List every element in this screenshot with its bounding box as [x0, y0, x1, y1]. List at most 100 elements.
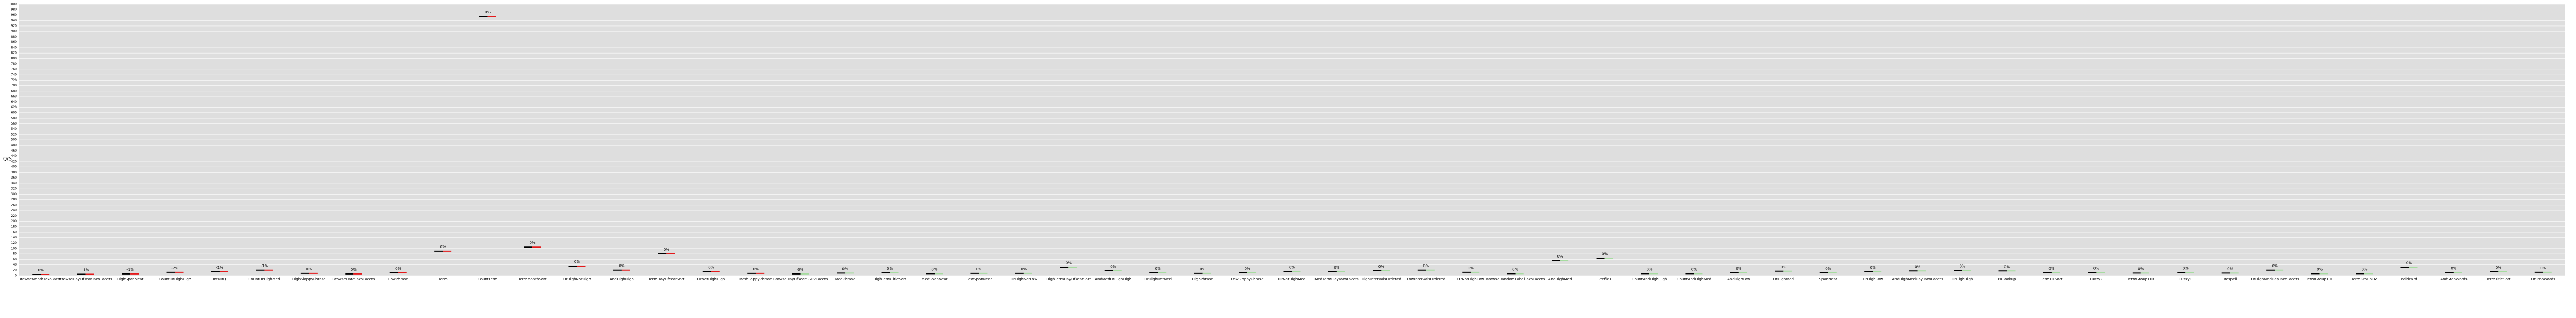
- x-tick-label: IntNRQ: [213, 277, 226, 281]
- x-tick-label: AndHighHigh: [610, 277, 634, 281]
- x-tick-label: CountAndHighHigh: [1632, 277, 1667, 281]
- change-label: 0%: [1334, 266, 1339, 270]
- x-tick-label: Wildcard: [2401, 277, 2417, 281]
- y-tick-label: 20: [13, 268, 17, 272]
- x-tick-label: OrHighMed: [1773, 277, 1794, 281]
- x-tick-label: CountOrHighHigh: [159, 277, 191, 281]
- x-tick-label: LowSloppyPhrase: [1231, 277, 1263, 281]
- y-tick-label: 320: [11, 187, 17, 191]
- x-tick-label: TermGroup100: [2306, 277, 2334, 281]
- x-tick-label: OrHighNotMed: [1144, 277, 1172, 281]
- change-label: 0%: [1200, 267, 1205, 271]
- y-tick-label: 520: [11, 132, 17, 136]
- change-label: 0%: [1468, 266, 1474, 270]
- change-label: 0%: [2451, 266, 2456, 270]
- y-tick-label: 980: [11, 8, 17, 12]
- x-tick-label: BrowseMonthTaxoFacets: [19, 277, 64, 281]
- x-tick-label: OrHighMedDayTaxoFacets: [2251, 277, 2299, 281]
- y-tick-label: 720: [11, 78, 17, 82]
- y-tick-label: 140: [11, 236, 17, 240]
- x-tick-label: TermGroup10K: [2127, 277, 2155, 281]
- change-label: 0%: [2496, 266, 2501, 270]
- x-tick-label: OrHighHigh: [1952, 277, 1973, 281]
- y-tick-label: 820: [11, 51, 17, 55]
- x-tick-label: BrowseDayOfYearTaxoFacets: [59, 277, 112, 281]
- y-tick-label: 180: [11, 225, 17, 228]
- x-tick-label: HighSloppyPhrase: [292, 277, 326, 281]
- x-tick-label: MedSloppyPhrase: [739, 277, 772, 281]
- y-tick-label: 440: [11, 154, 17, 158]
- y-tick-label: 580: [11, 117, 17, 120]
- x-tick-label: SpanNear: [1819, 277, 1837, 281]
- change-label: 0%: [842, 267, 848, 271]
- change-label: 0%: [2317, 267, 2323, 271]
- y-tick-label: 360: [11, 176, 17, 180]
- change-label: 0%: [931, 267, 937, 271]
- x-tick-label: LowSpanNear: [966, 277, 992, 281]
- x-tick-label: Fuzzy1: [2179, 277, 2192, 281]
- x-tick-label: AndHighLow: [1727, 277, 1750, 281]
- change-label: 0%: [1378, 264, 1384, 269]
- x-tick-label: AndStopWords: [2440, 277, 2468, 281]
- change-label: 0%: [306, 267, 312, 271]
- x-tick-label: OrNotHighLow: [1457, 277, 1484, 281]
- change-label: 0%: [2048, 267, 2054, 271]
- change-label: 0%: [708, 265, 714, 269]
- change-label: -1%: [126, 268, 134, 272]
- x-tick-label: AndHighMedDayTaxoFacets: [1892, 277, 1944, 281]
- x-tick-label: HighTermTitleSort: [873, 277, 906, 281]
- change-label: 0%: [395, 267, 401, 271]
- change-label: -2%: [171, 266, 179, 270]
- y-tick-label: 220: [11, 214, 17, 218]
- x-tick-label: OrStopWords: [2531, 277, 2555, 281]
- change-label: 0%: [1781, 265, 1786, 269]
- change-label: 0%: [1691, 267, 1697, 271]
- change-label: 0%: [440, 245, 446, 249]
- y-tick-label: 660: [11, 95, 17, 99]
- change-label: 0%: [1646, 267, 1652, 271]
- y-tick-label: 400: [11, 165, 17, 169]
- y-axis-label: Q/S: [3, 157, 12, 162]
- y-tick-label: 200: [11, 219, 17, 223]
- x-tick-label: OrNotHighHigh: [697, 277, 725, 281]
- y-tick-label: 1000: [9, 3, 17, 6]
- y-tick-label: 640: [11, 100, 17, 104]
- x-tick-label: AndHighMed: [1548, 277, 1572, 281]
- y-tick-label: 60: [13, 258, 17, 261]
- change-label: 0%: [1960, 264, 1965, 268]
- change-label: 0%: [1512, 267, 1518, 271]
- change-label: 0%: [2093, 266, 2099, 270]
- y-tick-label: 460: [11, 149, 17, 153]
- y-tick-label: 880: [11, 35, 17, 39]
- y-tick-label: 120: [11, 241, 17, 245]
- y-tick-label: 680: [11, 89, 17, 93]
- y-tick-label: 620: [11, 105, 17, 109]
- x-tick-label: HighSpanNear: [117, 277, 144, 281]
- x-tick-label: HighIntervalsOrdered: [1362, 277, 1401, 281]
- y-tick-label: 860: [11, 40, 17, 44]
- y-tick-label: 80: [13, 252, 17, 256]
- change-label: 0%: [976, 267, 982, 271]
- y-tick-label: 340: [11, 181, 17, 185]
- x-tick-label: Respell: [2224, 277, 2237, 281]
- x-tick-label: LowPhrase: [388, 277, 409, 281]
- y-tick-label: 40: [13, 263, 17, 267]
- change-label: 0%: [2183, 266, 2189, 270]
- y-tick-label: 240: [11, 209, 17, 213]
- y-tick-label: 300: [11, 192, 17, 196]
- y-tick-label: 940: [11, 19, 17, 22]
- y-tick-label: 260: [11, 203, 17, 207]
- y-tick-label: 740: [11, 73, 17, 77]
- x-tick-label: TermDayOfYearSort: [648, 277, 684, 281]
- x-tick-label: LowIntervalsOrdered: [1407, 277, 1445, 281]
- x-tick-label: CountOrHighMed: [248, 277, 280, 281]
- x-tick-label: AndMedOrHighHigh: [1095, 277, 1131, 281]
- y-tick-label: 900: [11, 30, 17, 33]
- change-label: 0%: [619, 264, 624, 268]
- y-tick-label: 800: [11, 57, 17, 60]
- change-label: -1%: [261, 264, 268, 268]
- y-tick-label: 700: [11, 84, 17, 87]
- x-tick-label: BrowseDateTaxoFacets: [332, 277, 375, 281]
- y-tick-label: 920: [11, 24, 17, 28]
